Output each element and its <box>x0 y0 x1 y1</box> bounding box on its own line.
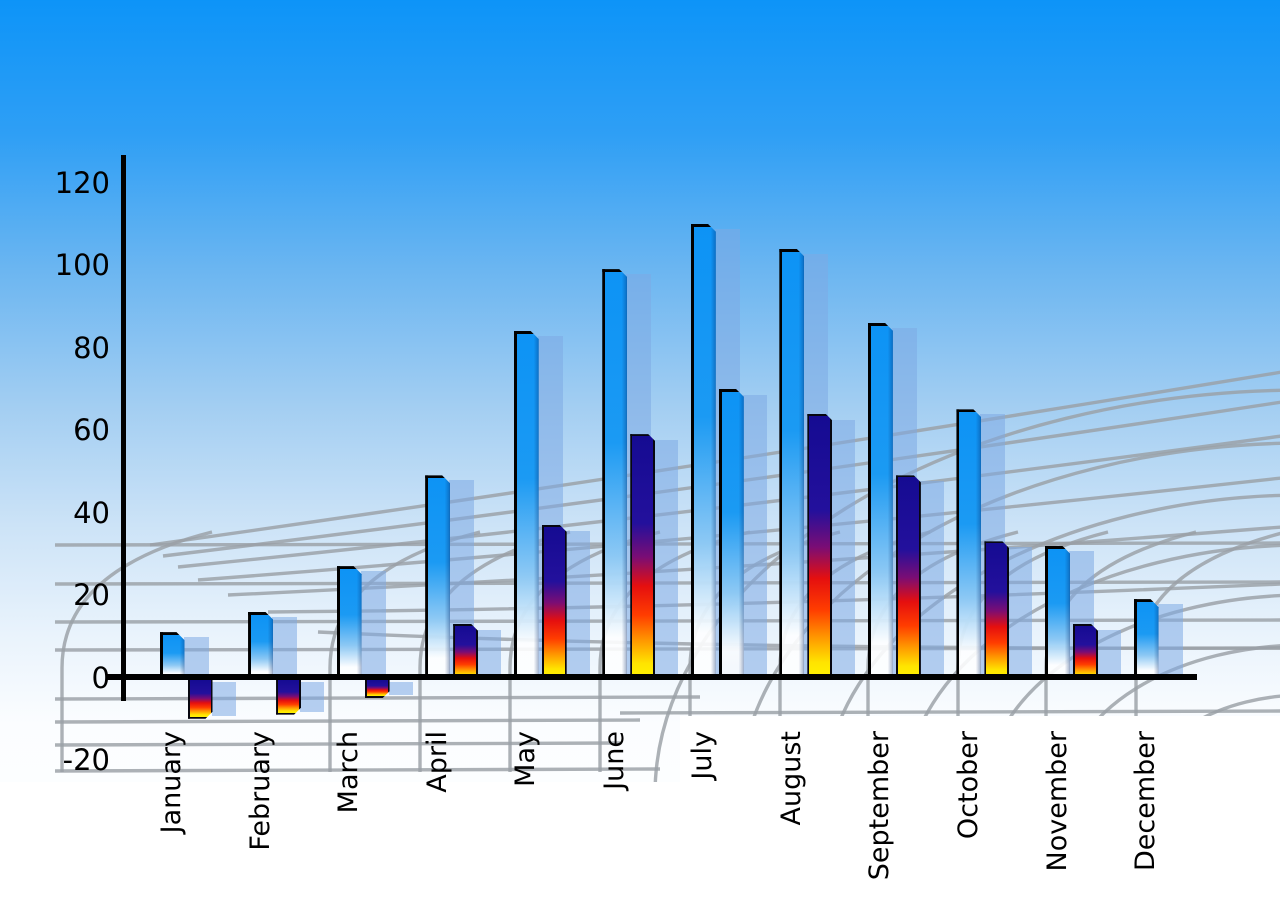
x-label-september: September <box>864 731 896 881</box>
x-label-april: April <box>421 731 453 793</box>
grid-line <box>619 709 1280 715</box>
bar-shadow-secondary-january <box>211 681 236 716</box>
bar-shadow-main-january <box>183 637 209 678</box>
y-tick-label-80: 80 <box>73 330 110 365</box>
bar-secondary-february <box>276 680 301 715</box>
x-label-march: March <box>333 731 365 814</box>
bar-shadow-secondary-march <box>388 681 413 696</box>
grid-line <box>267 582 1280 614</box>
bar-secondary-november <box>1073 624 1098 678</box>
bar-secondary-april <box>453 624 478 678</box>
bar-shadow-secondary-july <box>742 394 767 678</box>
bar-secondary-may <box>542 525 567 678</box>
bar-shadow-secondary-february <box>300 681 325 712</box>
y-tick-label-0: 0 <box>91 660 110 695</box>
bar-secondary-october <box>984 541 1009 677</box>
bar-shadow-secondary-october <box>1008 547 1033 678</box>
bar-main-january <box>160 632 185 677</box>
bar-main-march <box>337 566 362 677</box>
bar-main-april <box>425 475 450 677</box>
x-label-december: December <box>1130 731 1162 872</box>
bar-secondary-june <box>630 434 655 677</box>
bar-shadow-secondary-june <box>654 440 679 678</box>
x-label-may: May <box>510 731 542 787</box>
x-label-january: January <box>156 731 187 834</box>
x-label-july: July <box>687 731 719 780</box>
y-tick-label-60: 60 <box>73 413 110 447</box>
bar-shadow-secondary-november <box>1097 629 1121 678</box>
grid-line <box>54 741 621 747</box>
bar-main-october <box>956 409 981 677</box>
bar-shadow-secondary-august <box>831 419 856 678</box>
bar-shadow-main-february <box>272 616 298 678</box>
grid-mask <box>0 782 1280 905</box>
bar-shadow-main-march <box>360 571 386 678</box>
x-label-august: August <box>775 731 807 826</box>
bar-main-november <box>1045 546 1070 678</box>
y-tick-label-120: 120 <box>54 165 110 200</box>
bar-shadow-main-december <box>1157 604 1183 678</box>
bar-secondary-march <box>365 680 390 699</box>
x-label-november: November <box>1041 731 1073 872</box>
bar-secondary-august <box>807 414 832 678</box>
y-tick-label-100: 100 <box>54 248 110 282</box>
bar-main-february <box>248 612 273 678</box>
bar-shadow-secondary-may <box>565 530 590 678</box>
y-tick-label-40: 40 <box>73 495 110 530</box>
bar-main-august <box>779 249 804 678</box>
y-axis-line <box>121 155 126 701</box>
y-tick-label-20: 20 <box>73 578 110 612</box>
bar-shadow-secondary-september <box>919 481 944 678</box>
bar-secondary-july <box>719 389 744 678</box>
bar-main-september <box>868 323 893 678</box>
x-label-february: February <box>244 731 276 851</box>
grid-line <box>60 530 213 772</box>
bar-secondary-january <box>188 680 213 719</box>
x-label-october: October <box>952 731 984 840</box>
bar-shadow-secondary-april <box>477 629 502 678</box>
bar-main-july <box>691 224 716 678</box>
x-label-june: June <box>598 731 630 790</box>
grid-line <box>54 718 641 724</box>
bar-main-june <box>602 269 627 677</box>
bar-main-december <box>1134 599 1159 677</box>
x-axis-line <box>107 674 1197 680</box>
y-tick-label--20: -20 <box>62 743 110 777</box>
bar-main-may <box>514 331 539 678</box>
bar-secondary-september <box>896 475 921 677</box>
grid-line <box>54 767 661 773</box>
